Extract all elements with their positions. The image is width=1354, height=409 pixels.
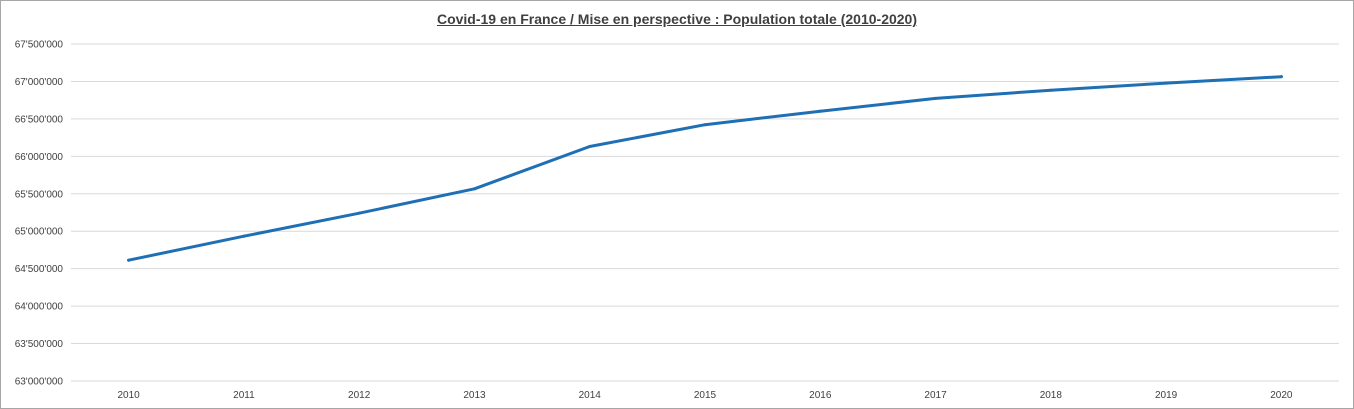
x-tick-label: 2015 bbox=[694, 390, 717, 401]
y-tick-label: 67'000'000 bbox=[15, 77, 64, 88]
x-tick-label: 2014 bbox=[579, 390, 602, 401]
data-point bbox=[1164, 81, 1168, 85]
data-point bbox=[934, 96, 938, 100]
data-point bbox=[357, 211, 361, 215]
data-point bbox=[588, 145, 592, 149]
y-tick-label: 64'000'000 bbox=[15, 302, 64, 313]
x-tick-label: 2016 bbox=[809, 390, 832, 401]
y-tick-label: 67'500'000 bbox=[15, 40, 64, 51]
data-point bbox=[472, 187, 476, 191]
y-tick-label: 64'500'000 bbox=[15, 264, 64, 275]
x-tick-label: 2011 bbox=[233, 390, 255, 401]
y-tick-label: 65'500'000 bbox=[15, 189, 64, 200]
data-point bbox=[1049, 88, 1053, 92]
y-tick-label: 66'500'000 bbox=[15, 114, 64, 125]
chart-title: Covid-19 en France / Mise en perspective… bbox=[436, 11, 918, 27]
x-tick-label: 2010 bbox=[118, 390, 141, 401]
x-tick-label: 2019 bbox=[1155, 390, 1178, 401]
y-tick-label: 66'000'000 bbox=[15, 152, 64, 163]
series-line bbox=[127, 75, 1283, 262]
data-point bbox=[1279, 75, 1283, 79]
data-point bbox=[818, 109, 822, 113]
x-tick-label: 2017 bbox=[924, 390, 947, 401]
x-tick-label: 2013 bbox=[463, 390, 486, 401]
data-point bbox=[242, 234, 246, 238]
x-tick-label: 2020 bbox=[1270, 390, 1293, 401]
x-tick-label: 2012 bbox=[348, 390, 371, 401]
y-tick-label: 63'000'000 bbox=[15, 377, 64, 388]
y-tick-label: 65'000'000 bbox=[15, 227, 64, 238]
data-point bbox=[127, 258, 131, 262]
x-tick-label: 2018 bbox=[1040, 390, 1063, 401]
data-point bbox=[703, 123, 707, 127]
y-tick-label: 63'500'000 bbox=[15, 339, 64, 350]
